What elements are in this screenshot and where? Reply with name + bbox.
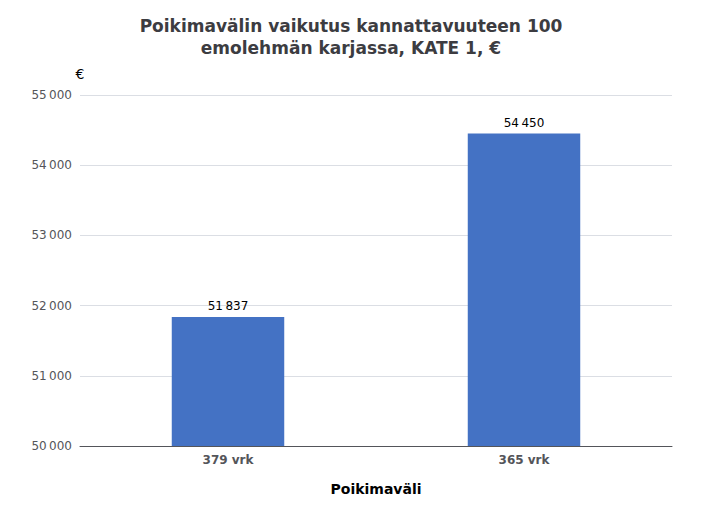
svg-text:Poikimavälin vaikutus kannatta: Poikimavälin vaikutus kannattavuuteen 10… xyxy=(140,16,563,36)
svg-text:53 000: 53 000 xyxy=(31,228,72,242)
svg-text:51 837: 51 837 xyxy=(208,299,249,313)
svg-text:50 000: 50 000 xyxy=(31,439,72,453)
svg-text:379 vrk: 379 vrk xyxy=(203,453,255,467)
svg-text:Poikimaväli: Poikimaväli xyxy=(331,481,422,497)
svg-text:365 vrk: 365 vrk xyxy=(499,453,551,467)
svg-text:51 000: 51 000 xyxy=(31,369,72,383)
svg-text:emolehmän karjassa, KATE 1, €: emolehmän karjassa, KATE 1, € xyxy=(201,38,501,58)
svg-text:54 000: 54 000 xyxy=(31,158,72,172)
svg-text:€: € xyxy=(76,66,85,82)
svg-text:52 000: 52 000 xyxy=(31,299,72,313)
svg-text:54 450: 54 450 xyxy=(504,116,545,130)
svg-text:55 000: 55 000 xyxy=(31,88,72,102)
